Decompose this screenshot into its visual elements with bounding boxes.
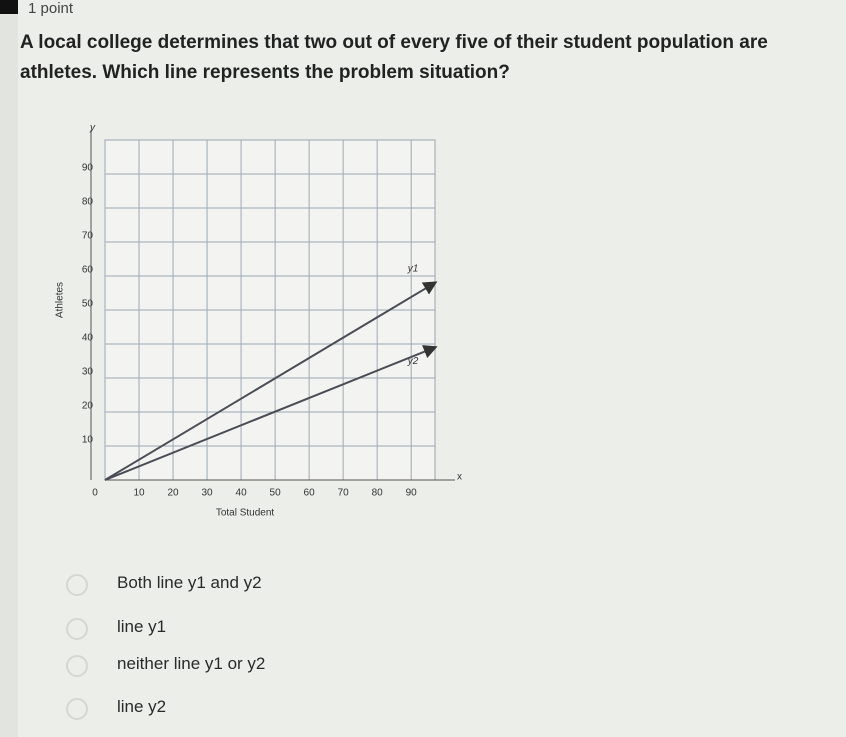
x-tick-label: 0 xyxy=(92,488,98,499)
y-tick-label: 60 xyxy=(82,265,94,276)
option[interactable]: neither line y1 or y2 xyxy=(117,654,266,673)
series-line xyxy=(104,281,438,481)
side-bar xyxy=(0,0,18,737)
y-axis-name: y xyxy=(89,123,96,134)
x-tick-label: 10 xyxy=(133,488,145,499)
x-tick-label: 50 xyxy=(270,488,282,499)
y-tick-label: 80 xyxy=(82,197,94,208)
x-tick-label: 30 xyxy=(201,488,213,499)
y-tick-label: 90 xyxy=(82,163,94,174)
option[interactable]: Both line y1 and y2 xyxy=(117,573,262,592)
radio[interactable] xyxy=(66,698,88,720)
x-tick-label: 90 xyxy=(406,488,418,499)
y-tick-label: 40 xyxy=(82,333,94,344)
x-tick-label: 20 xyxy=(167,488,179,499)
y-tick-label: 30 xyxy=(82,367,94,378)
radio[interactable] xyxy=(66,655,88,677)
option[interactable]: line y2 xyxy=(117,697,167,716)
series-label: y2 xyxy=(407,356,419,367)
x-axis-name: x xyxy=(457,472,462,483)
y-tick-label: 70 xyxy=(82,231,94,242)
option[interactable]: line y1 xyxy=(117,617,167,636)
series-line xyxy=(104,345,438,481)
series-label: y1 xyxy=(407,263,419,274)
x-tick-label: 40 xyxy=(236,488,248,499)
x-tick-label: 80 xyxy=(372,488,384,499)
x-tick-label: 60 xyxy=(304,488,316,499)
x-tick-label: 70 xyxy=(338,488,350,499)
chart: 0 10 20 30 40 50 60 70 80 90 10 20 30 40 50 60 70 80 90 x y T… xyxy=(55,123,462,519)
radio[interactable] xyxy=(66,574,88,596)
x-axis-label: Total Student xyxy=(216,508,275,519)
y-axis-label: Athletes xyxy=(55,282,66,318)
question: A local college determines that two out … xyxy=(20,32,768,83)
y-tick-label: 10 xyxy=(82,435,94,446)
y-tick-label: 50 xyxy=(82,299,94,310)
y-tick-label: 20 xyxy=(82,401,94,412)
side-bar-marker xyxy=(0,0,18,14)
points: 1 point xyxy=(28,0,74,17)
radio[interactable] xyxy=(66,618,88,640)
